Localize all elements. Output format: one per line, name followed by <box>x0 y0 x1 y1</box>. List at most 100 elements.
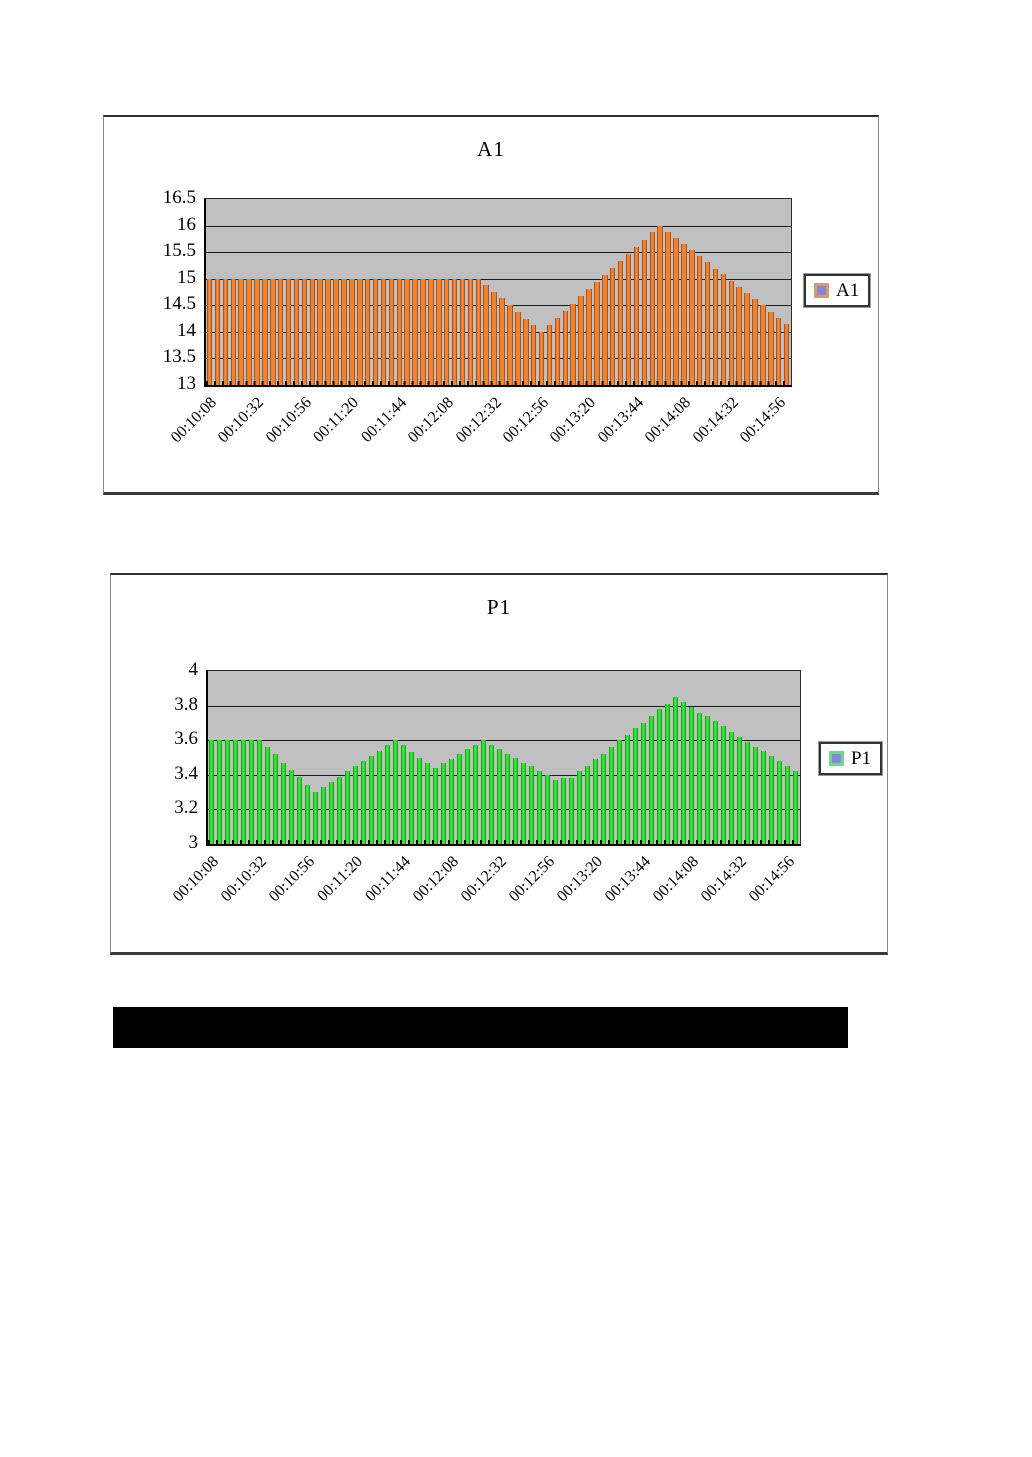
bar <box>528 766 535 844</box>
bar <box>400 745 407 844</box>
bar <box>341 278 347 385</box>
bar <box>712 721 719 844</box>
bar <box>554 317 561 385</box>
bar <box>736 286 742 385</box>
bar <box>388 278 395 385</box>
bar <box>360 760 367 844</box>
bar <box>680 702 687 844</box>
bar <box>641 239 648 385</box>
bar <box>720 726 727 844</box>
bar <box>206 278 213 385</box>
bar <box>428 278 434 385</box>
y-tick-label: 16.5 <box>162 187 196 208</box>
bar <box>467 278 474 385</box>
bar <box>272 754 279 844</box>
bar <box>309 278 316 385</box>
bar <box>256 740 263 844</box>
bar <box>296 776 303 844</box>
bar <box>523 318 529 385</box>
y-tick-label: 3.2 <box>174 797 198 819</box>
bar <box>507 305 513 385</box>
bar <box>459 278 466 385</box>
bar <box>280 762 287 844</box>
bar <box>262 278 268 385</box>
gridline <box>206 278 791 280</box>
bar <box>625 253 632 385</box>
bar <box>325 278 331 385</box>
plot-area <box>206 670 801 846</box>
x-axis-tickmarks <box>206 381 791 385</box>
bar <box>783 323 790 385</box>
bar <box>616 740 623 844</box>
bar <box>240 740 247 844</box>
y-tick-label: 16 <box>177 213 196 235</box>
bar <box>562 310 569 385</box>
bar <box>768 755 775 844</box>
chart-p1: P1 P1 4 3.8 3.6 3.4 3.2 3 00:10:08 00:10:32 00:1… <box>110 573 888 955</box>
bar <box>578 296 584 385</box>
bar <box>496 748 503 844</box>
bar <box>408 752 415 844</box>
bar <box>392 740 399 844</box>
bar <box>416 757 423 844</box>
bar <box>530 324 537 385</box>
bar <box>424 762 431 844</box>
bar <box>552 780 559 844</box>
legend-series-marker-icon <box>829 751 844 766</box>
legend-label: P1 <box>851 748 872 769</box>
bar <box>352 766 359 844</box>
bar <box>586 289 592 385</box>
bar <box>336 776 343 844</box>
legend-series-marker-icon <box>814 283 829 298</box>
bar <box>317 278 323 385</box>
bar <box>472 745 479 844</box>
bar <box>368 755 375 844</box>
bar <box>248 740 255 844</box>
bar <box>384 745 391 844</box>
bar <box>640 722 647 844</box>
chart-title: A1 <box>477 137 505 161</box>
bar <box>665 231 671 385</box>
bar <box>333 278 339 385</box>
bar <box>576 771 583 844</box>
bar <box>515 311 521 385</box>
bar <box>372 278 379 385</box>
plot-area <box>204 198 792 387</box>
bar <box>312 792 319 844</box>
bar <box>681 244 687 385</box>
bar <box>617 261 624 385</box>
bar <box>624 735 631 844</box>
bar <box>230 278 237 385</box>
bar <box>420 278 426 385</box>
y-tick-label: 13.5 <box>162 346 196 368</box>
bar <box>364 278 371 385</box>
bar <box>440 762 447 844</box>
bar <box>712 268 719 385</box>
bar <box>568 778 575 844</box>
bar <box>792 771 799 844</box>
bar <box>560 778 567 844</box>
bar <box>475 278 482 385</box>
bar <box>594 282 600 385</box>
bar <box>768 311 774 385</box>
legend-box: P1 <box>817 741 884 776</box>
legend-box: A1 <box>802 273 872 308</box>
bar <box>349 278 355 385</box>
y-tick-label: 15 <box>177 266 196 288</box>
bar <box>443 278 450 385</box>
bar <box>672 696 679 844</box>
bar <box>704 715 711 844</box>
bar <box>544 774 551 844</box>
y-tick-label: 3 <box>188 832 199 853</box>
bar <box>222 278 229 385</box>
bar <box>632 728 639 844</box>
bar <box>396 278 403 385</box>
bar <box>480 740 487 844</box>
y-tick-label: 3.6 <box>174 728 198 750</box>
y-tick-label: 4 <box>188 659 199 680</box>
redaction-bar <box>113 1007 848 1048</box>
bar <box>436 278 442 385</box>
bar <box>776 760 783 844</box>
bar <box>270 278 276 385</box>
bar <box>357 278 363 385</box>
